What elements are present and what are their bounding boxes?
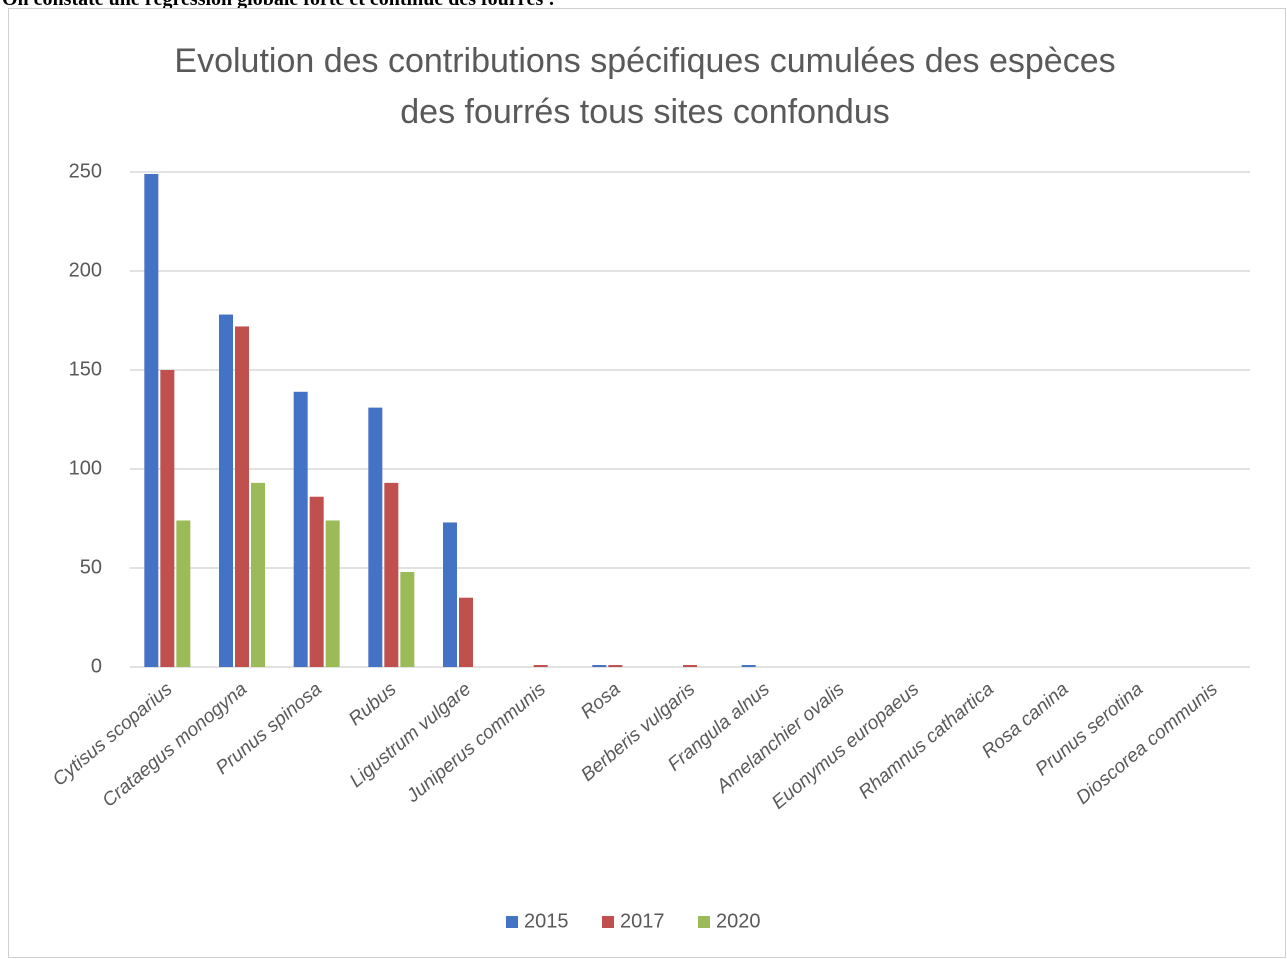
legend-label: 2017 [620, 910, 665, 932]
bar [293, 391, 308, 667]
x-tick-label: Euonymus europaeus [768, 678, 923, 813]
x-tick-label: Dioscorea communis [1072, 678, 1222, 808]
bar [176, 520, 191, 667]
y-tick-label: 50 [80, 556, 102, 578]
x-tick-label: Rubus [345, 678, 401, 730]
bar [251, 482, 265, 667]
legend-label: 2015 [524, 910, 569, 932]
intro-text: On constate une régression globale forte… [2, 0, 555, 11]
bar [160, 370, 175, 667]
x-tick-label: Crataegus monogyna [99, 679, 252, 812]
bar [741, 665, 756, 667]
y-tick-label: 0 [91, 655, 102, 677]
bar [533, 665, 548, 667]
bar [325, 520, 340, 667]
chart-title: Evolution des contributions spécifiques … [174, 42, 1116, 131]
y-tick-label: 250 [69, 160, 102, 182]
y-tick-label: 150 [69, 358, 102, 380]
bar [443, 522, 457, 667]
bar [608, 665, 623, 667]
bar [384, 482, 399, 667]
legend-swatch [602, 916, 614, 928]
x-tick-label: Amelanchier ovalis [712, 678, 849, 798]
legend-swatch [506, 916, 518, 928]
bar [459, 597, 473, 667]
x-tick-label: Cytisus scoparius [49, 678, 177, 790]
bar [400, 571, 415, 667]
legend-label: 2020 [716, 910, 761, 932]
x-tick-label: Rhamnus cathartica [855, 679, 998, 804]
bar [309, 496, 324, 667]
x-tick-label: Rosa [577, 679, 624, 724]
legend-swatch [698, 916, 710, 928]
bar [683, 665, 697, 667]
y-tick-label: 100 [69, 457, 102, 479]
y-tick-label: 200 [69, 259, 102, 281]
bar [368, 407, 383, 667]
bar [235, 326, 249, 667]
bar [219, 314, 233, 667]
bar [592, 665, 607, 667]
x-tick-label: Juniperus communis [402, 678, 550, 807]
bar [144, 173, 159, 668]
